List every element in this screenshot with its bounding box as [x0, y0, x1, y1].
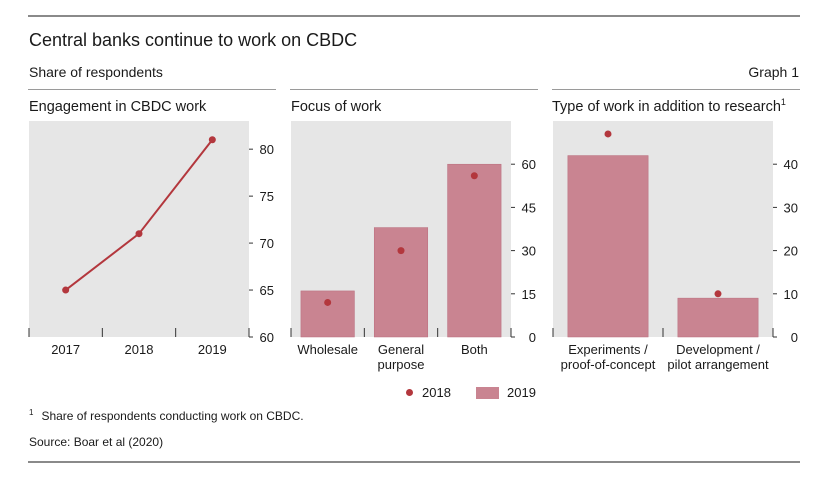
- line-point: [208, 136, 216, 144]
- bar-2019: [447, 163, 502, 338]
- legend: 2018 2019: [0, 385, 828, 405]
- legend-item-2019: 2019: [476, 385, 536, 400]
- legend-label-2018: 2018: [422, 385, 451, 400]
- footnote-text: Share of respondents conducting work on …: [41, 409, 304, 423]
- line-point: [62, 286, 70, 294]
- y-tick-label: 45: [522, 200, 536, 215]
- y-tick-label: 30: [522, 244, 536, 259]
- y-tick-label: 15: [522, 287, 536, 302]
- panel-title-engagement: Engagement in CBDC work: [29, 99, 207, 115]
- footnote: 1 Share of respondents conducting work on…: [29, 408, 304, 424]
- y-tick-label: 0: [791, 330, 798, 345]
- y-tick-label: 60: [522, 157, 536, 172]
- y-tick-label: 75: [260, 189, 274, 204]
- legend-bar-marker: [476, 386, 499, 399]
- legend-item-2018: 2018: [406, 385, 451, 400]
- bar-2019: [373, 227, 429, 338]
- dot-2018: [470, 172, 478, 180]
- bar-2019: [677, 297, 759, 338]
- dot-2018: [604, 130, 612, 138]
- y-tick-label: 70: [260, 236, 274, 251]
- source-note: Source: Boar et al (2020): [29, 435, 164, 449]
- bar-2019: [567, 155, 649, 338]
- legend-dot-marker: [406, 389, 413, 396]
- x-tick-label: 2019: [198, 342, 227, 357]
- y-tick-label: 10: [784, 287, 798, 302]
- y-tick-label: 65: [260, 283, 274, 298]
- legend-label-2019: 2019: [507, 385, 536, 400]
- y-tick-label: 30: [784, 200, 798, 215]
- chart-title: Central banks continue to work on CBDC: [29, 30, 358, 50]
- x-category-label: General: [378, 342, 424, 357]
- graph-number: Graph 1: [748, 64, 799, 80]
- panel-title-focus: Focus of work: [291, 99, 382, 115]
- x-category-label: Development /: [676, 342, 760, 357]
- y-tick-label: 80: [260, 142, 274, 157]
- title-footnote-marker: 1: [780, 97, 786, 108]
- x-category-label: pilot arrangement: [667, 357, 769, 372]
- dot-2018: [714, 290, 722, 298]
- panel-separator: [552, 89, 800, 90]
- y-tick-label: 60: [260, 330, 274, 345]
- top-rule: [28, 15, 800, 17]
- x-tick-label: 2017: [51, 342, 80, 357]
- y-tick-label: 20: [784, 244, 798, 259]
- dot-2018: [324, 298, 332, 306]
- x-category-label: Experiments /: [568, 342, 648, 357]
- chart-subtitle: Share of respondents: [29, 64, 163, 80]
- x-category-label: proof-of-concept: [561, 357, 656, 372]
- plot-area: [29, 121, 249, 337]
- x-category-label: purpose: [378, 357, 425, 372]
- bottom-rule: [28, 461, 800, 463]
- bar-2019: [300, 290, 355, 338]
- panel-separator: [28, 89, 276, 90]
- line-point: [135, 230, 143, 238]
- footnote-marker: 1: [29, 408, 34, 417]
- x-category-label: Both: [461, 342, 488, 357]
- panel-title-type: Type of work in addition to research1: [552, 97, 786, 115]
- dot-2018: [397, 247, 405, 255]
- y-tick-label: 0: [529, 330, 536, 345]
- panel-separator: [290, 89, 538, 90]
- y-tick-label: 40: [784, 157, 798, 172]
- x-tick-label: 2018: [125, 342, 154, 357]
- x-category-label: Wholesale: [297, 342, 358, 357]
